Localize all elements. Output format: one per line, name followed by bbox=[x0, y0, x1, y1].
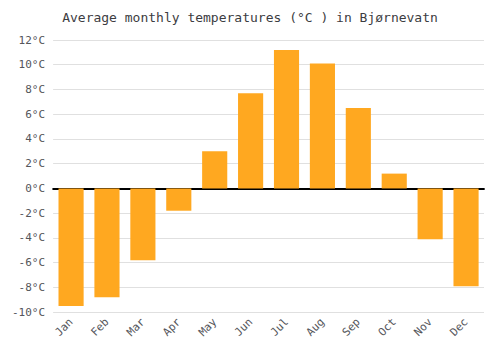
svg-text:0°C: 0°C bbox=[25, 182, 45, 195]
svg-text:-6°C: -6°C bbox=[19, 256, 46, 269]
svg-text:-10°C: -10°C bbox=[12, 306, 45, 319]
svg-text:Feb: Feb bbox=[88, 316, 111, 339]
svg-text:May: May bbox=[196, 315, 219, 338]
svg-text:-4°C: -4°C bbox=[19, 231, 46, 244]
svg-text:-2°C: -2°C bbox=[19, 207, 46, 220]
svg-text:10°C: 10°C bbox=[19, 58, 46, 71]
svg-text:Average monthly temperatures (: Average monthly temperatures (°C ) in Bj… bbox=[62, 10, 438, 25]
svg-text:8°C: 8°C bbox=[25, 83, 45, 96]
svg-text:4°C: 4°C bbox=[25, 132, 45, 145]
svg-text:Aug: Aug bbox=[304, 316, 327, 339]
svg-text:Jan: Jan bbox=[52, 316, 75, 339]
svg-text:Dec: Dec bbox=[447, 316, 470, 339]
svg-text:Mar: Mar bbox=[124, 315, 147, 338]
svg-text:Sep: Sep bbox=[340, 316, 363, 339]
svg-text:Apr: Apr bbox=[160, 315, 183, 338]
svg-text:2°C: 2°C bbox=[25, 157, 45, 170]
svg-text:Oct: Oct bbox=[376, 316, 399, 339]
svg-text:-8°C: -8°C bbox=[19, 281, 46, 294]
svg-text:6°C: 6°C bbox=[25, 108, 45, 121]
svg-text:Jul: Jul bbox=[268, 316, 291, 339]
svg-text:Jun: Jun bbox=[232, 316, 255, 339]
svg-text:Nov: Nov bbox=[412, 315, 435, 338]
svg-text:12°C: 12°C bbox=[19, 34, 46, 47]
